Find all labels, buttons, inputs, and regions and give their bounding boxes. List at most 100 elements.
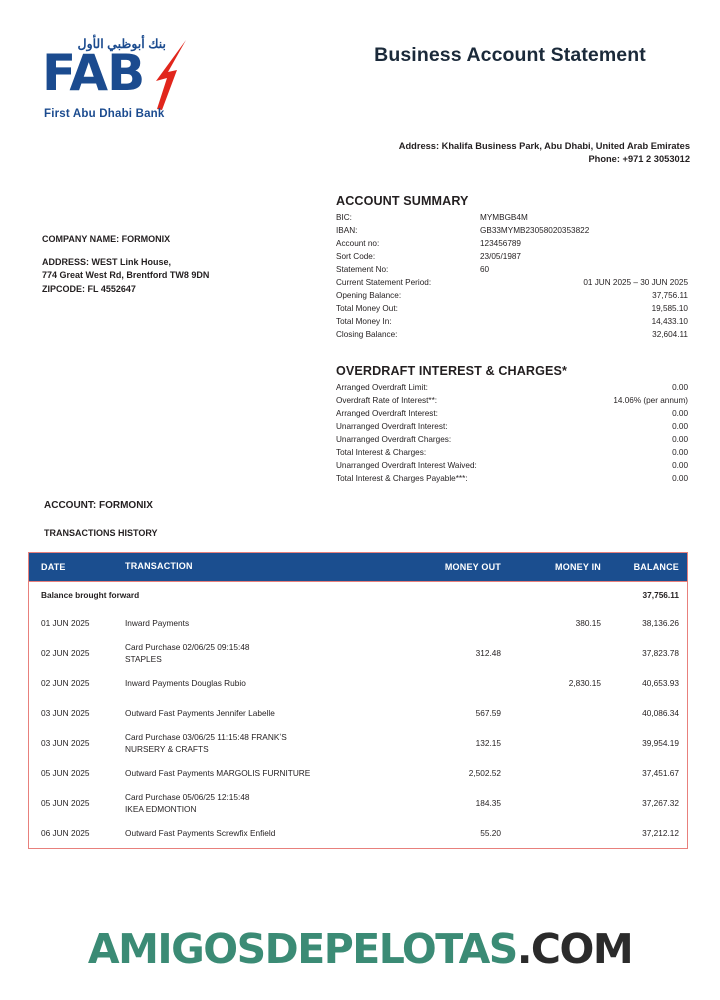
- transaction-line-1: Card Purchase 05/06/25 12:15:48: [125, 791, 250, 802]
- summary-row-label: Unarranged Overdraft Charges:: [336, 434, 452, 444]
- summary-row-value: MYMBGB4M: [480, 213, 528, 222]
- cell-money-out: 55.20: [480, 828, 501, 838]
- cell-money-out: 2,502.52: [468, 768, 501, 778]
- table-header-row: DATE TRANSACTION MONEY OUT MONEY IN BALA…: [29, 553, 687, 582]
- summary-row-value: 0.00: [672, 447, 688, 457]
- cell-balance: 39,954.19: [642, 738, 679, 748]
- cell-balance: 40,653.93: [642, 678, 679, 688]
- summary-row-label: Opening Balance:: [336, 290, 402, 300]
- summary-row: Statement No: 60: [336, 264, 688, 277]
- summary-row-label: Arranged Overdraft Interest:: [336, 408, 438, 418]
- summary-row-label: Total Money In:: [336, 316, 392, 326]
- account-summary-title: ACCOUNT SUMMARY: [336, 194, 469, 208]
- overdraft-summary-title: OVERDRAFT INTEREST & CHARGES*: [336, 364, 568, 378]
- logo-wordmark: FAB: [42, 44, 145, 102]
- table-row: 03 JUN 2025 Card Purchase 03/06/25 11:15:…: [29, 728, 687, 758]
- summary-row-value: 01 JUN 2025 – 30 JUN 2025: [583, 277, 688, 287]
- customer-address-line-2: 774 Great West Rd, Brentford TW8 9DN: [42, 270, 210, 280]
- table-row: 05 JUN 2025 Outward Fast Payments MARGOLI…: [29, 758, 687, 788]
- summary-row-value: 0.00: [672, 460, 688, 470]
- summary-row: BIC: MYMBGB4M: [336, 212, 688, 225]
- transaction-line-1: Outward Fast Payments Jennifer Labelle: [125, 707, 275, 718]
- summary-row-value: GB33MYMB23058020353822: [480, 225, 590, 235]
- cell-date: 05 JUN 2025: [41, 768, 90, 778]
- summary-row-value: 0.00: [672, 473, 688, 483]
- cell-date: 02 JUN 2025: [41, 678, 90, 688]
- summary-row: IBAN: GB33MYMB23058020353822: [336, 225, 688, 238]
- customer-company-name: COMPANY NAME: FORMONIX: [42, 234, 171, 244]
- summary-row: Overdraft Rate of Interest**: 14.06% (per…: [336, 395, 688, 408]
- summary-row-label: Statement No:: [336, 264, 389, 274]
- column-header-date: DATE: [41, 562, 66, 572]
- account-summary-right-rows: Current Statement Period: 01 JUN 2025 – 3…: [336, 277, 688, 342]
- cell-transaction: Card Purchase 05/06/25 12:15:48 IKEA EDMO…: [125, 791, 393, 816]
- summary-row-value: 32,604.11: [652, 329, 688, 339]
- table-body: Balance brought forward 37,756.11 01 JUN 2…: [29, 582, 687, 848]
- summary-row-label: BIC:: [336, 213, 352, 222]
- cell-balance: 37,451.67: [642, 768, 679, 778]
- transaction-line-1: Inward Payments Douglas Rubio: [125, 677, 246, 688]
- cell-money-in: 2,830.15: [568, 678, 601, 688]
- account-summary-left-rows: BIC: MYMBGB4M IBAN: GB33MYMB23058020353822 A…: [336, 212, 688, 277]
- summary-row: Opening Balance: 37,756.11: [336, 290, 688, 303]
- overdraft-rows: Arranged Overdraft Limit: 0.00 Overdraft R…: [336, 382, 688, 486]
- page-title: Business Account Statement: [374, 44, 646, 66]
- cell-date: 06 JUN 2025: [41, 828, 90, 838]
- account-heading: ACCOUNT: FORMONIX: [44, 500, 153, 511]
- summary-row-label: Current Statement Period:: [336, 277, 432, 287]
- logo-arrow-swoosh: [156, 40, 186, 110]
- table-row: 01 JUN 2025 Inward Payments 380.15 38,136.2…: [29, 608, 687, 638]
- customer-details-block: COMPANY NAME: FORMONIX ADDRESS: WEST Lin…: [42, 233, 312, 296]
- customer-zipcode: ZIPCODE: FL 4552647: [42, 283, 136, 294]
- transaction-line-1: Card Purchase 03/06/25 11:15:48 FRANKʼS: [125, 731, 287, 742]
- summary-row-label: Arranged Overdraft Limit:: [336, 383, 428, 392]
- logo-arabic-text: بنك أبوظبي الأول: [77, 37, 166, 51]
- transaction-line-1: Outward Fast Payments MARGOLIS FURNITURE: [125, 767, 311, 778]
- account-summary-section: ACCOUNT SUMMARY BIC: MYMBGB4M IBAN: GB33MYM…: [336, 194, 688, 342]
- summary-row: Closing Balance: 32,604.11: [336, 329, 688, 342]
- table-row: 02 JUN 2025 Card Purchase 02/06/25 09:15:…: [29, 638, 687, 668]
- cell-money-out: 132.15: [475, 738, 501, 748]
- site-watermark: AMIGOSDEPELOTAS.COM: [0, 925, 720, 973]
- summary-row-value: 37,756.11: [652, 290, 688, 300]
- table-row-balance-brought-forward: Balance brought forward 37,756.11: [29, 582, 687, 608]
- summary-row: Sort Code: 23/05/1987: [336, 251, 688, 264]
- cell-date: 05 JUN 2025: [41, 798, 90, 808]
- transaction-line-1: Card Purchase 02/06/25 09:15:48: [125, 641, 250, 652]
- transaction-line-1: Inward Payments: [125, 617, 190, 628]
- summary-row-label: IBAN:: [336, 225, 358, 235]
- cell-transaction: Card Purchase 03/06/25 11:15:48 FRANKʼS N…: [125, 731, 393, 756]
- cell-balance: 38,136.26: [642, 618, 679, 628]
- logo-tagline: First Abu Dhabi Bank: [44, 108, 165, 120]
- summary-row: Total Money Out: 19,585.10: [336, 303, 688, 316]
- cell-transaction: Inward Payments: [125, 617, 393, 629]
- cell-date: 02 JUN 2025: [41, 648, 90, 658]
- cell-date: 03 JUN 2025: [41, 708, 90, 718]
- summary-row: Unarranged Overdraft Charges: 0.00: [336, 434, 688, 447]
- summary-row-value: 19,585.10: [651, 303, 688, 313]
- summary-row-label: Unarranged Overdraft Interest Waived:: [336, 460, 477, 470]
- cell-transaction: Outward Fast Payments Jennifer Labelle: [125, 707, 393, 719]
- summary-row: Total Money In: 14,433.10: [336, 316, 688, 329]
- summary-row: Current Statement Period: 01 JUN 2025 – 3…: [336, 277, 688, 290]
- summary-row-label: Total Interest & Charges:: [336, 447, 427, 457]
- watermark-tld-text: .COM: [516, 925, 634, 973]
- cell-money-out: 567.59: [475, 708, 501, 718]
- transaction-line-1: Outward Fast Payments Screwfix Enfield: [125, 827, 276, 838]
- summary-row-label: Sort Code:: [336, 251, 376, 261]
- summary-row: Total Interest & Charges: 0.00: [336, 447, 688, 460]
- column-header-money-in: MONEY IN: [555, 562, 601, 572]
- cell-money-out: 184.35: [475, 798, 501, 808]
- cell-date: 03 JUN 2025: [41, 738, 90, 748]
- bank-contact-block: Address: Khalifa Business Park, Abu Dhab…: [300, 140, 690, 167]
- summary-row-value: 60: [480, 264, 490, 274]
- table-row: 05 JUN 2025 Card Purchase 05/06/25 12:15:…: [29, 788, 687, 818]
- summary-row-label: Total Interest & Charges Payable***:: [336, 473, 468, 483]
- summary-row-value: 23/05/1987: [480, 251, 521, 261]
- transaction-line-2: IKEA EDMONTION: [125, 804, 197, 814]
- cell-transaction: Inward Payments Douglas Rubio: [125, 677, 393, 689]
- transaction-line-2: STAPLES: [125, 654, 162, 664]
- summary-row: Unarranged Overdraft Interest: 0.00: [336, 421, 688, 434]
- customer-address-line-1: ADDRESS: WEST Link House,: [42, 256, 172, 267]
- summary-row: Arranged Overdraft Limit: 0.00: [336, 382, 688, 395]
